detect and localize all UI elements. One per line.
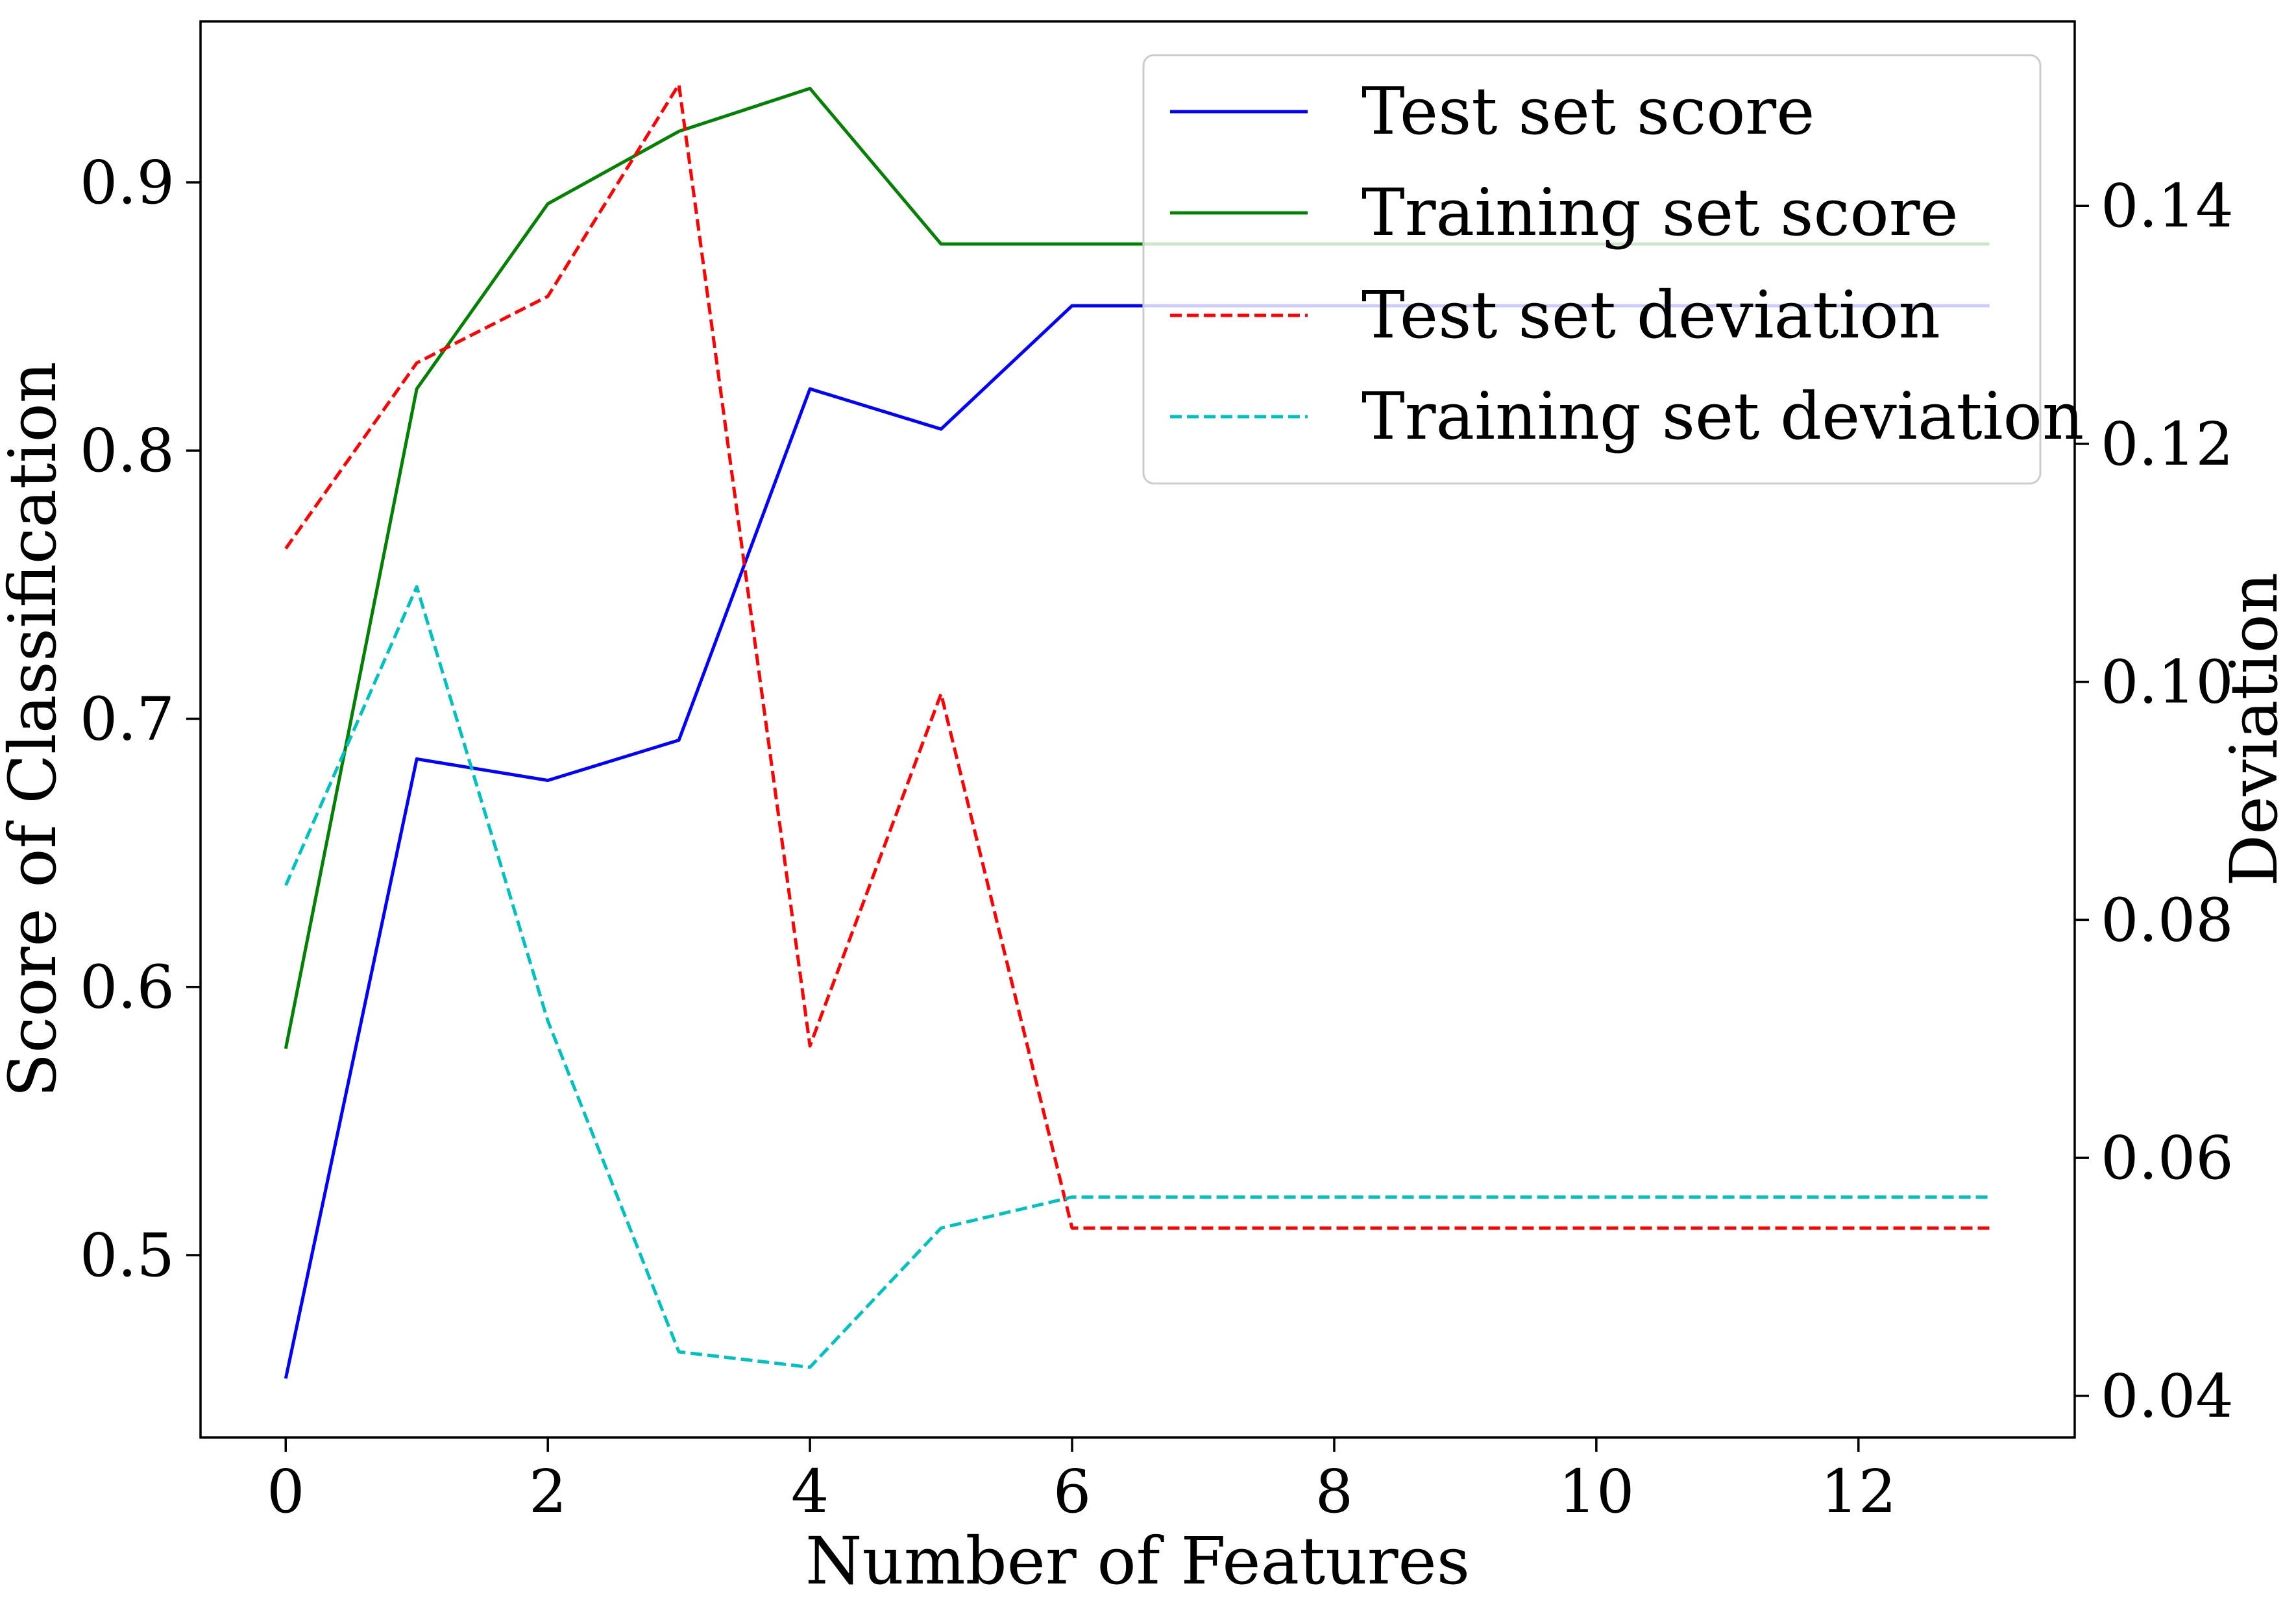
y-right-tick-label: 0.06 [2101, 1123, 2234, 1193]
x-tick-label: 0 [267, 1457, 305, 1526]
x-tick-label: 12 [1820, 1457, 1896, 1526]
x-tick-label: 2 [529, 1457, 567, 1526]
series-line-3 [284, 82, 1990, 1230]
y-axis-right-label: Deviation [2216, 572, 2292, 886]
x-tick-label: 8 [1315, 1457, 1354, 1526]
x-tick-label: 6 [1053, 1457, 1092, 1526]
plot-frame [199, 20, 2076, 1439]
y-right-tick-label: 0.10 [2101, 648, 2234, 717]
legend: Test set score Training set score Test set… [1142, 54, 2084, 485]
y-right-tick-label: 0.14 [2101, 171, 2234, 241]
x-tick-label: 4 [791, 1457, 829, 1526]
x-axis-label: Number of Features [805, 1523, 1470, 1599]
y-tick-label: 0.9 [80, 148, 175, 217]
legend-box [1142, 54, 2042, 485]
y-axis-label: Score of Classification [0, 361, 71, 1097]
y-tick-label: 0.6 [80, 953, 175, 1022]
y-axis-right: 0.04 0.06 0.08 0.10 0.12 0.14 [2075, 171, 2234, 1431]
y-right-tick-label: 0.08 [2101, 885, 2234, 955]
y-axis-left: 0.5 0.6 0.7 0.8 0.9 [80, 148, 201, 1290]
legend-label: Test set score [1362, 73, 1814, 149]
y-tick-label: 0.7 [80, 684, 175, 753]
legend-label: Training set deviation [1362, 378, 2084, 454]
legend-label: Training set score [1362, 175, 1959, 251]
y-right-tick-label: 0.12 [2101, 410, 2234, 479]
y-tick-label: 0.5 [80, 1221, 175, 1290]
x-axis: 0 2 4 6 8 10 12 [267, 1437, 1896, 1526]
legend-label: Test set deviation [1362, 277, 1940, 353]
y-tick-label: 0.8 [80, 416, 175, 485]
series-line-4 [284, 585, 1990, 1369]
y-right-tick-label: 0.04 [2101, 1362, 2234, 1431]
x-tick-label: 10 [1558, 1457, 1634, 1526]
